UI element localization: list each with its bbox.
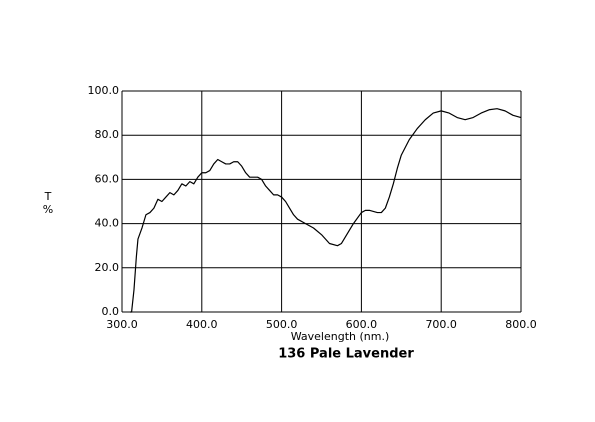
- y-axis-label: %: [43, 203, 53, 216]
- data-line: [129, 108, 522, 313]
- x-tick-label: 700.0: [425, 318, 457, 331]
- y-tick-label: 20.0: [95, 261, 120, 274]
- x-axis-label: Wavelength (nm.): [291, 330, 390, 343]
- x-tick-label: 400.0: [186, 318, 218, 331]
- y-tick-label: 60.0: [95, 172, 120, 185]
- x-tick-label: 800.0: [505, 318, 537, 331]
- y-tick-label: 40.0: [95, 217, 120, 230]
- y-tick-label: 0.0: [102, 305, 120, 318]
- y-tick-label: 80.0: [95, 128, 120, 141]
- x-tick-label: 300.0: [106, 318, 138, 331]
- y-tick-label: 100.0: [88, 84, 120, 97]
- y-axis-label: T: [44, 190, 52, 203]
- chart-title: 136 Pale Lavender: [278, 347, 414, 362]
- x-tick-label: 600.0: [346, 318, 378, 331]
- x-tick-label: 500.0: [266, 318, 298, 331]
